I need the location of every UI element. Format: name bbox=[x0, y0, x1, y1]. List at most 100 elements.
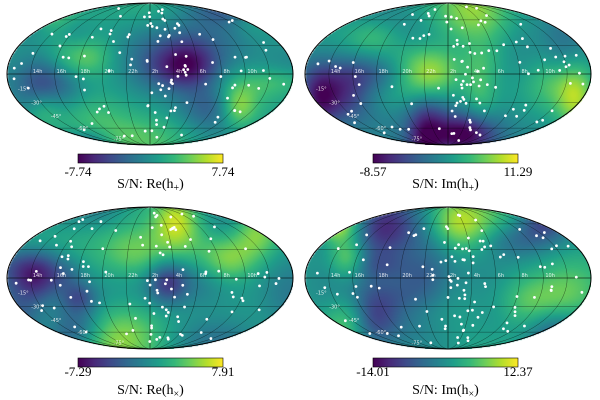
dec-label: -75° bbox=[113, 136, 124, 142]
source-point bbox=[209, 237, 213, 241]
source-point bbox=[461, 44, 465, 48]
source-point bbox=[521, 37, 524, 40]
source-point bbox=[542, 231, 546, 234]
source-point bbox=[516, 255, 520, 259]
source-point bbox=[334, 65, 337, 68]
source-point bbox=[353, 121, 356, 125]
source-point bbox=[98, 107, 101, 111]
source-point bbox=[233, 55, 237, 59]
colorbar-min-label: -8.57 bbox=[359, 164, 387, 179]
source-point bbox=[457, 296, 461, 300]
source-point bbox=[61, 272, 65, 275]
source-point bbox=[482, 66, 485, 70]
source-point bbox=[316, 62, 320, 66]
source-point bbox=[239, 69, 243, 73]
source-point bbox=[460, 86, 464, 90]
source-point bbox=[550, 247, 554, 251]
source-point bbox=[107, 69, 111, 73]
source-point bbox=[245, 55, 248, 59]
source-point bbox=[574, 53, 578, 57]
source-point bbox=[233, 83, 237, 87]
panel-2: 10h8h6h4h2h22h20h18h16h14h-15°-30°-45°-6… bbox=[304, 2, 592, 194]
ra-label: 6h bbox=[200, 69, 206, 75]
source-point bbox=[204, 82, 208, 86]
source-point bbox=[425, 310, 429, 313]
source-point bbox=[67, 56, 71, 60]
source-point bbox=[277, 277, 281, 280]
source-point bbox=[450, 109, 454, 113]
source-point bbox=[580, 290, 584, 294]
source-point bbox=[505, 321, 509, 325]
source-point bbox=[460, 83, 463, 86]
source-point bbox=[452, 132, 456, 135]
source-point bbox=[256, 272, 260, 275]
ra-label: 18h bbox=[379, 273, 389, 279]
source-point bbox=[155, 123, 158, 126]
ra-label: 14h bbox=[331, 273, 341, 279]
source-point bbox=[29, 278, 33, 282]
source-point bbox=[114, 229, 118, 232]
source-point bbox=[41, 304, 45, 308]
source-point bbox=[437, 86, 440, 90]
source-point bbox=[485, 14, 488, 17]
source-point bbox=[155, 288, 159, 292]
source-point bbox=[449, 27, 453, 31]
source-point bbox=[361, 258, 365, 262]
source-point bbox=[50, 32, 54, 36]
ra-label: 4h bbox=[176, 273, 182, 279]
source-point bbox=[492, 305, 496, 309]
source-point bbox=[418, 324, 421, 328]
dec-label: -75° bbox=[113, 340, 124, 346]
source-point bbox=[186, 68, 190, 71]
ra-label: 8h bbox=[224, 69, 230, 75]
ra-label: 2h bbox=[450, 273, 456, 279]
source-point bbox=[450, 255, 454, 259]
source-point bbox=[359, 102, 363, 105]
source-point bbox=[468, 120, 472, 124]
source-point bbox=[471, 76, 474, 80]
ra-label: 22h bbox=[128, 69, 138, 75]
source-point bbox=[122, 134, 126, 138]
source-point bbox=[160, 11, 164, 15]
source-point bbox=[166, 336, 170, 340]
source-points-1 bbox=[12, 7, 286, 139]
source-point bbox=[177, 320, 180, 323]
source-point bbox=[527, 72, 530, 76]
source-point bbox=[131, 329, 135, 332]
source-point bbox=[183, 64, 187, 67]
source-point bbox=[213, 120, 217, 124]
ra-label: 18h bbox=[81, 273, 91, 279]
source-point bbox=[163, 94, 167, 98]
graticule-1 bbox=[7, 2, 293, 146]
source-point bbox=[207, 249, 211, 253]
source-point bbox=[446, 296, 450, 299]
dec-label: -45° bbox=[51, 318, 62, 324]
source-point bbox=[82, 128, 86, 132]
source-point bbox=[513, 314, 517, 318]
source-point bbox=[178, 31, 182, 35]
colorbar-4 bbox=[372, 357, 519, 368]
source-point bbox=[143, 129, 147, 133]
source-point bbox=[558, 69, 562, 72]
source-point bbox=[126, 35, 130, 39]
source-point bbox=[466, 236, 470, 240]
source-point bbox=[439, 260, 443, 264]
source-point bbox=[410, 102, 414, 106]
source-point bbox=[226, 96, 229, 100]
source-point bbox=[139, 235, 143, 239]
source-point bbox=[483, 245, 487, 249]
source-point bbox=[40, 309, 43, 312]
source-point bbox=[102, 104, 106, 108]
source-point bbox=[398, 127, 402, 131]
source-point bbox=[444, 14, 448, 18]
source-point bbox=[541, 118, 545, 122]
ra-label: 4h bbox=[474, 273, 480, 279]
source-point bbox=[160, 233, 164, 237]
source-point bbox=[238, 110, 242, 114]
source-point bbox=[180, 212, 184, 216]
source-point bbox=[159, 88, 163, 92]
source-point bbox=[357, 83, 361, 87]
colorbar-1 bbox=[77, 153, 224, 164]
source-point bbox=[90, 35, 94, 39]
source-point bbox=[468, 126, 472, 129]
